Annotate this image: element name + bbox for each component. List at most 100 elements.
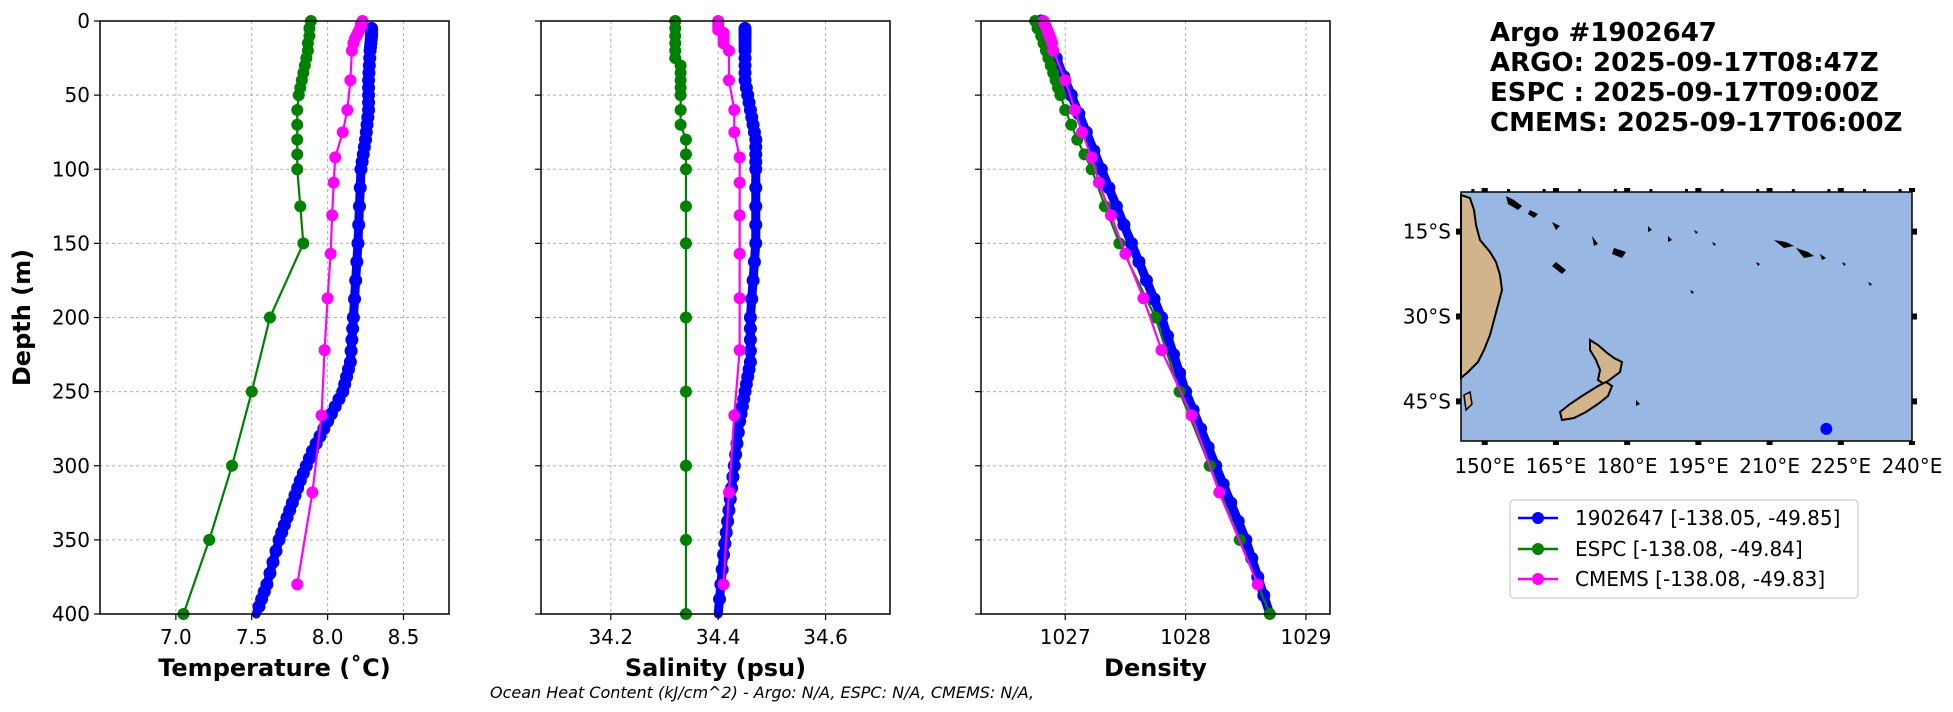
plot-title: Argo #1902647 ARGO: 2025-09-17T08:47Z ES… [1490, 18, 1902, 138]
y-axis-label: Depth (m) [8, 249, 36, 386]
series-cmems-point [345, 44, 358, 57]
series-espc-point [679, 533, 692, 546]
series-argo-point [352, 199, 366, 213]
new-zealand-north-land [1589, 338, 1624, 386]
series-cmems-point [722, 486, 735, 499]
series-espc-point [679, 148, 692, 161]
map-frame-tick [1624, 441, 1631, 445]
series-cmems-point [321, 292, 334, 305]
series-argo-point [1124, 236, 1138, 250]
map-x-tick-label: 225°E [1810, 454, 1871, 478]
series-espc-point [679, 459, 692, 472]
series-argo-point [747, 255, 761, 269]
temperature-panel: 7.0 7.5 8.0 8.5 0 50 100 150 200 250 300 350 400 Temp… [8, 9, 450, 682]
map-x-tick-labels: 150°E 165°E 180°E 195°E 210°E 225°E 240°E [1454, 454, 1942, 478]
map-frame-minor-tick [1578, 189, 1582, 192]
series-espc-point [674, 118, 687, 131]
series-argo-point [713, 592, 727, 606]
new-zealand-south-land [1558, 380, 1614, 422]
map-frame-tick [1481, 188, 1488, 192]
series-cmems-point [318, 344, 331, 357]
series-cmems-point [1076, 126, 1089, 139]
series-argo-point [749, 218, 763, 232]
x-tick-label: 8.5 [388, 625, 420, 649]
series-espc-point [291, 148, 304, 161]
series-argo-point [743, 333, 757, 347]
series-cmems-point [1068, 103, 1081, 116]
series-argo-point [749, 199, 763, 213]
series-cmems-point [326, 209, 339, 222]
salinity-panel: 34.2 34.4 34.6 Salinity (psu) [535, 15, 891, 682]
map-frame-minor-tick [1827, 189, 1831, 192]
series-cmems-point [733, 209, 746, 222]
series-argo-point [272, 533, 286, 547]
series-cmems-point [1137, 292, 1150, 305]
series-argo-point [348, 292, 362, 306]
map-frame-tick [1624, 188, 1631, 192]
series-cmems-point [306, 486, 319, 499]
series-argo-point [715, 563, 729, 577]
x-axis-label: Salinity (psu) [625, 654, 806, 682]
australia-land [1460, 193, 1504, 381]
y-tick-label: 300 [52, 454, 90, 478]
series-espc-point [294, 200, 307, 213]
series-cmems-point [336, 126, 349, 139]
series-cmems-point [344, 74, 357, 87]
legend-marker [1532, 543, 1544, 555]
series-argo-point [1094, 162, 1108, 176]
series-argo-point [354, 162, 368, 176]
title-line: Argo #1902647 [1490, 18, 1717, 48]
map-frame-tick [1456, 313, 1461, 320]
series-cmems-point [1104, 209, 1117, 222]
y-tick-label: 250 [52, 380, 90, 404]
series-espc-point [679, 200, 692, 213]
legend-marker [1532, 573, 1544, 585]
legend-entry-cmems: CMEMS [-138.08, -49.83] [1518, 567, 1825, 591]
y-tick-label: 50 [65, 83, 90, 107]
series-argo-point [1132, 255, 1146, 269]
map-frame-tick [1837, 188, 1844, 192]
x-tick-label: 7.5 [236, 625, 268, 649]
series-cmems-point [291, 578, 304, 591]
map-frame-minor-tick [1791, 189, 1795, 192]
series-argo-point [349, 273, 363, 287]
series-espc-point [1059, 103, 1072, 116]
map-x-tick-label: 210°E [1739, 454, 1800, 478]
series-argo-point [1231, 514, 1245, 528]
map-frame-tick [1837, 441, 1844, 445]
x-tick-label: 8.0 [312, 625, 344, 649]
series-argo-point [345, 333, 359, 347]
map-y-tick-label: 15°S [1403, 220, 1451, 244]
map-frame-tick [1552, 188, 1559, 192]
series-argo-point [730, 437, 744, 451]
map-x-tick-label: 180°E [1597, 454, 1658, 478]
series-argo-point [346, 322, 360, 336]
series-argo-point [353, 181, 367, 195]
series-argo-point [269, 544, 283, 558]
series-argo-point [352, 218, 366, 232]
map-frame-minor-tick [1898, 189, 1902, 192]
legend-marker [1532, 512, 1544, 524]
tasmania-land [1463, 390, 1473, 412]
legend-label: ESPC [-138.08, -49.84] [1575, 537, 1803, 561]
map-frame-tick [1695, 441, 1702, 445]
series-espc-point [297, 237, 310, 250]
map-frame-tick [1912, 313, 1917, 320]
map-frame-tick [1481, 441, 1488, 445]
map-frame-tick [1909, 188, 1915, 192]
series-argo-point [726, 470, 740, 484]
series-argo-point [746, 273, 760, 287]
map-frame-tick [1456, 398, 1461, 405]
x-tick-label: 1027 [1040, 625, 1091, 649]
map-x-tick-label: 240°E [1882, 454, 1943, 478]
title-line: CMEMS: 2025-09-17T06:00Z [1490, 108, 1902, 138]
series-espc-point [1054, 89, 1067, 102]
series-argo-point [263, 566, 277, 580]
series-argo-point [717, 548, 731, 562]
legend-label: 1902647 [-138.05, -49.85] [1575, 506, 1840, 530]
map-x-tick-label: 195°E [1668, 454, 1729, 478]
legend-entry-espc: ESPC [-138.08, -49.84] [1518, 537, 1803, 561]
series-argo-point [1161, 329, 1175, 343]
series-argo-point [749, 236, 763, 250]
